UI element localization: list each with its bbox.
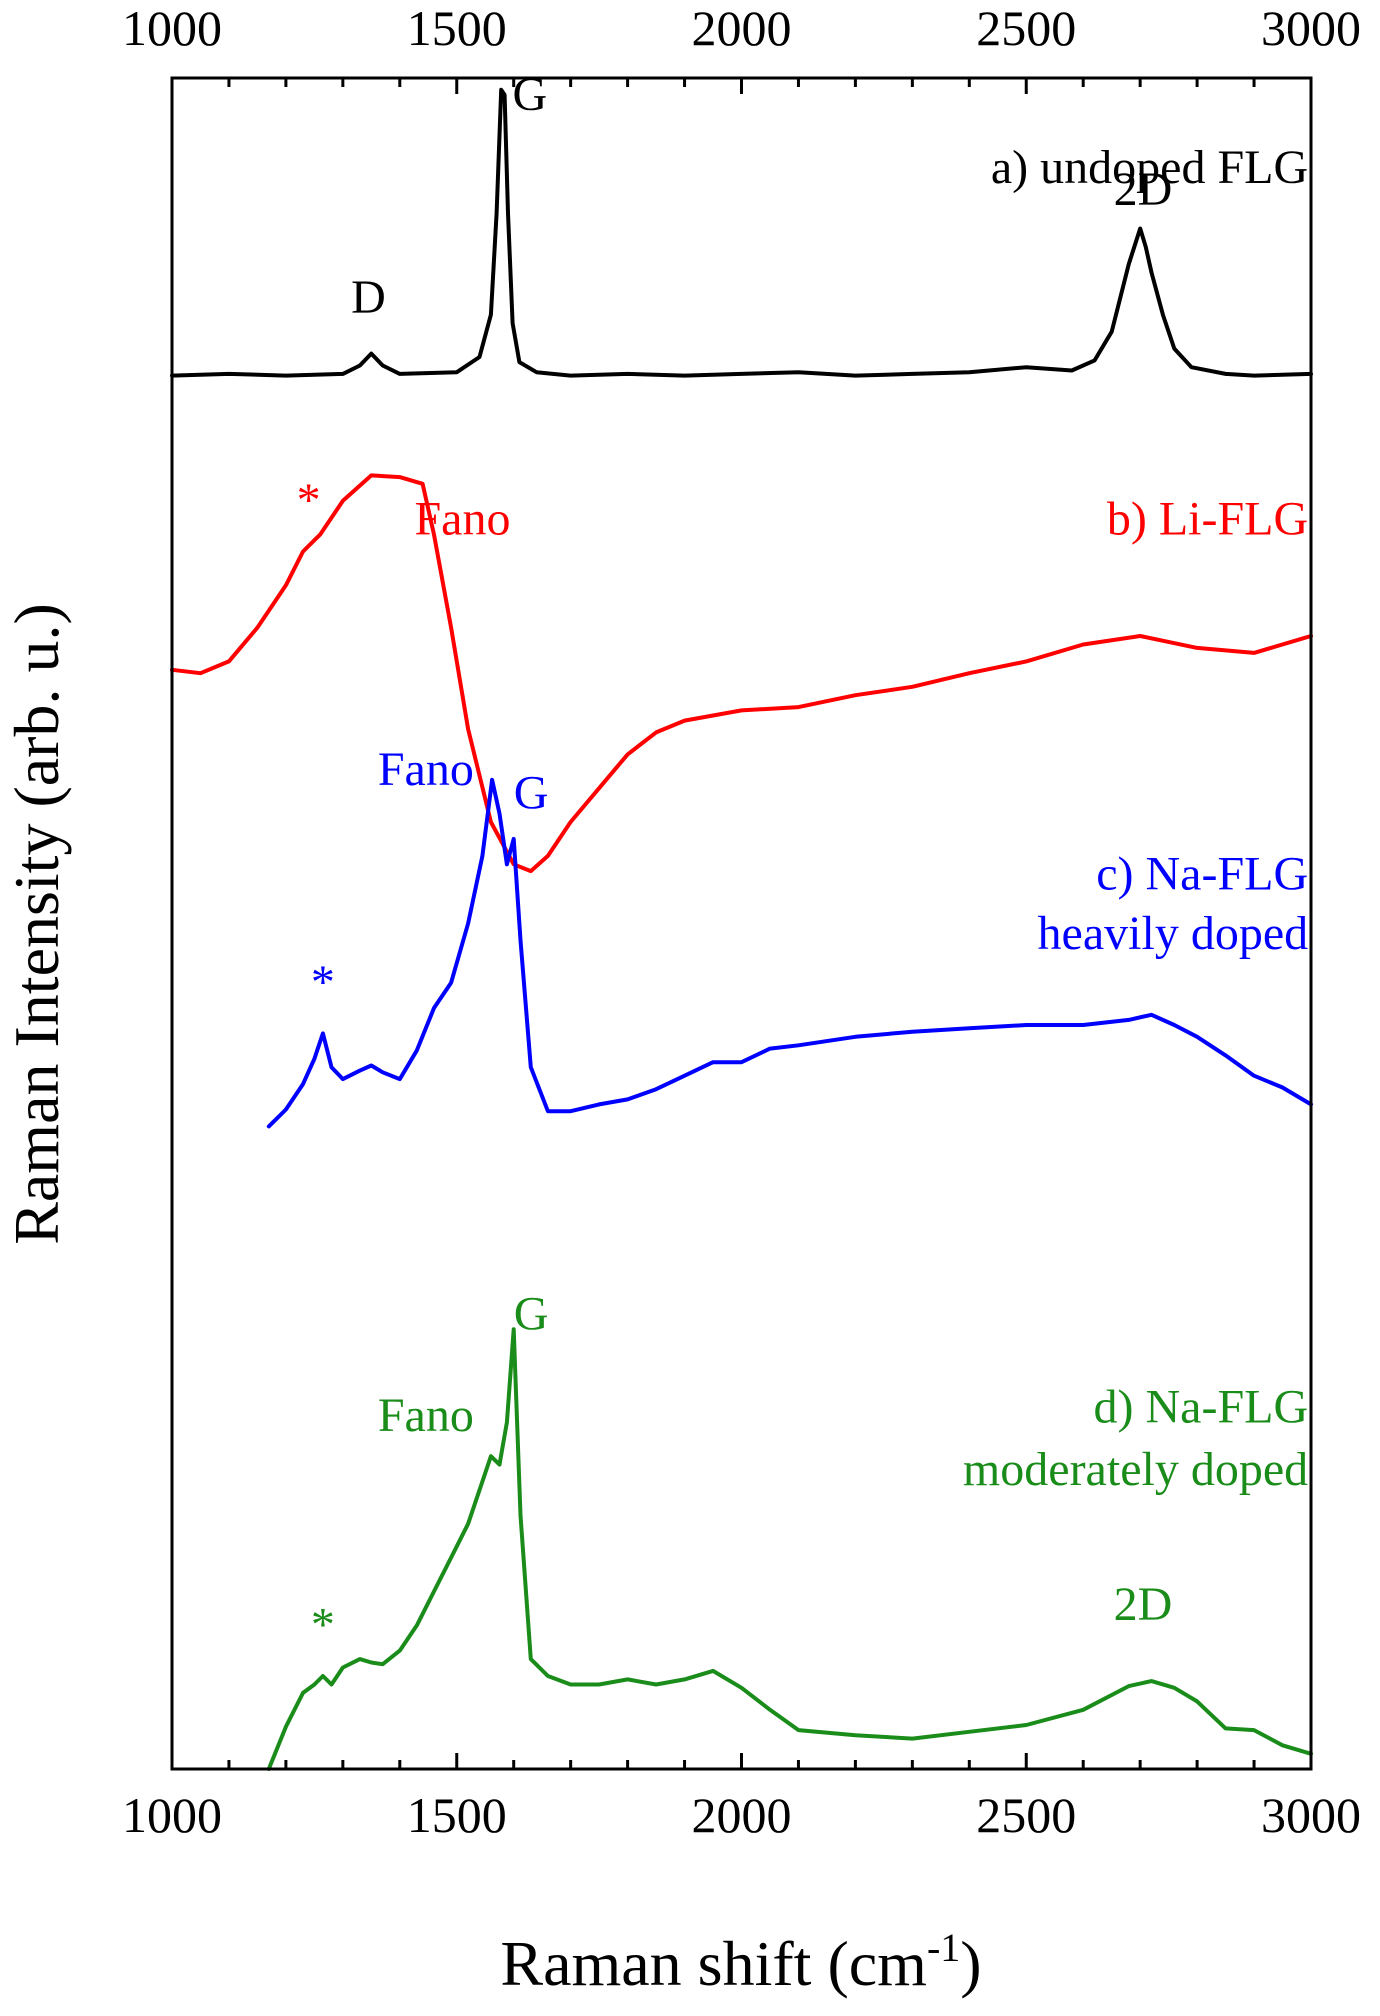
annotation-label: Fano bbox=[378, 1389, 474, 1442]
annotation-label: c) Na-FLG bbox=[1096, 848, 1308, 901]
annotation-label: moderately doped bbox=[963, 1443, 1308, 1496]
annotation-label: a) undoped FLG bbox=[991, 141, 1308, 194]
annotation-label: 2D bbox=[1114, 1578, 1173, 1631]
annotation-label: * bbox=[311, 1598, 335, 1651]
bottom-tick-label: 2000 bbox=[692, 1787, 792, 1843]
y-axis-title: Raman Intensity (arb. u.) bbox=[1, 603, 72, 1245]
annotation-label: G bbox=[514, 767, 549, 820]
series-line-0 bbox=[170, 87, 1313, 378]
x-axis-title-main: Raman shift (cm bbox=[500, 1928, 927, 1999]
annotation-label: Fano bbox=[414, 493, 510, 546]
annotation-label: 2D bbox=[1114, 163, 1173, 216]
annotation-label: * bbox=[297, 474, 321, 527]
annotation-label: b) Li-FLG bbox=[1107, 493, 1308, 546]
series-line-2 bbox=[266, 777, 1313, 1129]
annotation-label: D bbox=[351, 271, 386, 324]
top-tick-label: 2500 bbox=[976, 0, 1076, 56]
series-layer bbox=[170, 87, 1313, 1771]
series-line-1 bbox=[170, 473, 1313, 874]
top-tick-label: 3000 bbox=[1261, 0, 1361, 56]
annotation-label: heavily doped bbox=[1038, 907, 1309, 960]
x-axis-title-end: ) bbox=[960, 1928, 981, 1999]
annotation-label: d) Na-FLG bbox=[1094, 1380, 1309, 1433]
series-line-3 bbox=[266, 1327, 1313, 1771]
bottom-tick-label: 2500 bbox=[976, 1787, 1076, 1843]
top-tick-label: 2000 bbox=[692, 0, 792, 56]
x-axis-title: Raman shift (cm-1) bbox=[500, 1925, 981, 1999]
bottom-tick-label: 1500 bbox=[407, 1787, 507, 1843]
annotation-label: Fano bbox=[378, 743, 474, 796]
top-axis: 1000 1500 2000 2500 3000 bbox=[122, 0, 1361, 94]
top-tick-label: 1000 bbox=[122, 0, 222, 56]
annotation-layer: a) undoped FLG G D 2D * Fano b) Li-FLG Fano Gc) … bbox=[297, 68, 1308, 1651]
bottom-axis: 1000 1500 2000 2500 3000 bbox=[122, 1753, 1361, 1843]
bottom-tick-label: 3000 bbox=[1261, 1787, 1361, 1843]
annotation-label: * bbox=[311, 956, 335, 1009]
annotation-label: G bbox=[514, 1287, 549, 1340]
annotation-label: G bbox=[513, 68, 548, 121]
bottom-tick-label: 1000 bbox=[122, 1787, 222, 1843]
top-tick-label: 1500 bbox=[407, 0, 507, 56]
x-axis-title-sup: -1 bbox=[927, 1925, 960, 1970]
